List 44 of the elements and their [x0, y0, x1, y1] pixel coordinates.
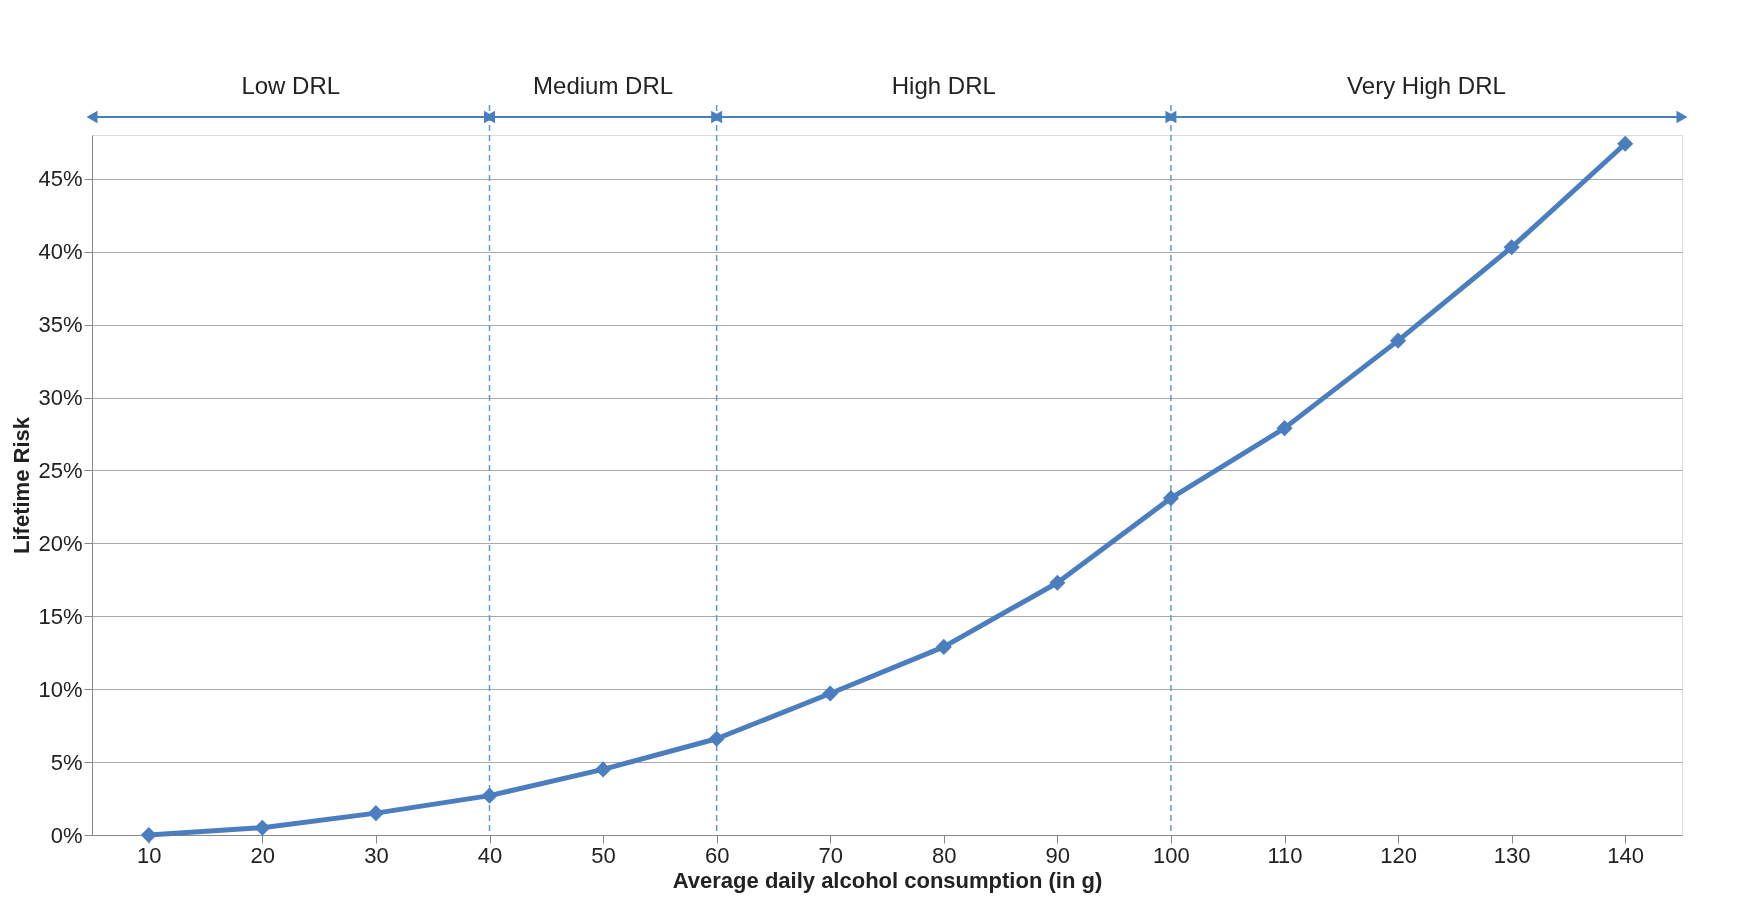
- point: [1390, 332, 1407, 349]
- point: [935, 638, 952, 655]
- y-tick-label: 10%: [38, 676, 83, 702]
- x-tick-label: 20: [250, 842, 276, 868]
- y-tick-label: 15%: [38, 603, 83, 629]
- point: [1617, 135, 1634, 152]
- y-tick-label: 30%: [38, 385, 83, 410]
- point: [1276, 420, 1293, 437]
- x-tick-label: 120: [1380, 842, 1417, 868]
- x-tick-label: 100: [1153, 842, 1190, 868]
- text: Medium DRL: [533, 72, 674, 99]
- y-tick-label: 45%: [38, 166, 83, 192]
- point: [367, 805, 384, 822]
- y-axis-title: Lifetime Risk: [9, 416, 35, 554]
- y-tick-label: 35%: [38, 312, 83, 338]
- x-tick-label: 10: [137, 842, 162, 868]
- text: Very High DRL: [1347, 72, 1506, 99]
- x-tick-label: 90: [1045, 842, 1071, 868]
- x-tick-label: 80: [932, 842, 957, 868]
- point: [595, 761, 612, 778]
- x-tick-label: 140: [1607, 842, 1645, 868]
- y-tick-label: 40%: [38, 239, 83, 265]
- point: [822, 685, 839, 702]
- point: [254, 819, 271, 836]
- x-tick-label: 130: [1493, 842, 1531, 868]
- x-tick-label: 110: [1267, 842, 1303, 868]
- point: [481, 787, 498, 804]
- y-tick-label: 20%: [38, 530, 83, 556]
- y-tick-label: 5%: [50, 749, 83, 775]
- point: [1503, 239, 1520, 256]
- point: [1049, 574, 1066, 591]
- x-tick-label: 70: [818, 842, 843, 868]
- x-tick-label: 40: [477, 842, 503, 868]
- text: High DRL: [891, 72, 996, 99]
- point: [708, 730, 725, 747]
- y-tick-label: 0%: [50, 822, 83, 848]
- x-tick-label: 50: [591, 842, 616, 868]
- text: Low DRL: [241, 72, 341, 99]
- y-tick-label: 25%: [38, 457, 83, 483]
- x-axis-title: Average daily alcohol consumption (in g): [672, 867, 1103, 893]
- point: [140, 826, 157, 844]
- x-tick-label: 60: [704, 842, 730, 868]
- x-tick-label: 30: [364, 842, 389, 868]
- point: [1162, 490, 1179, 507]
